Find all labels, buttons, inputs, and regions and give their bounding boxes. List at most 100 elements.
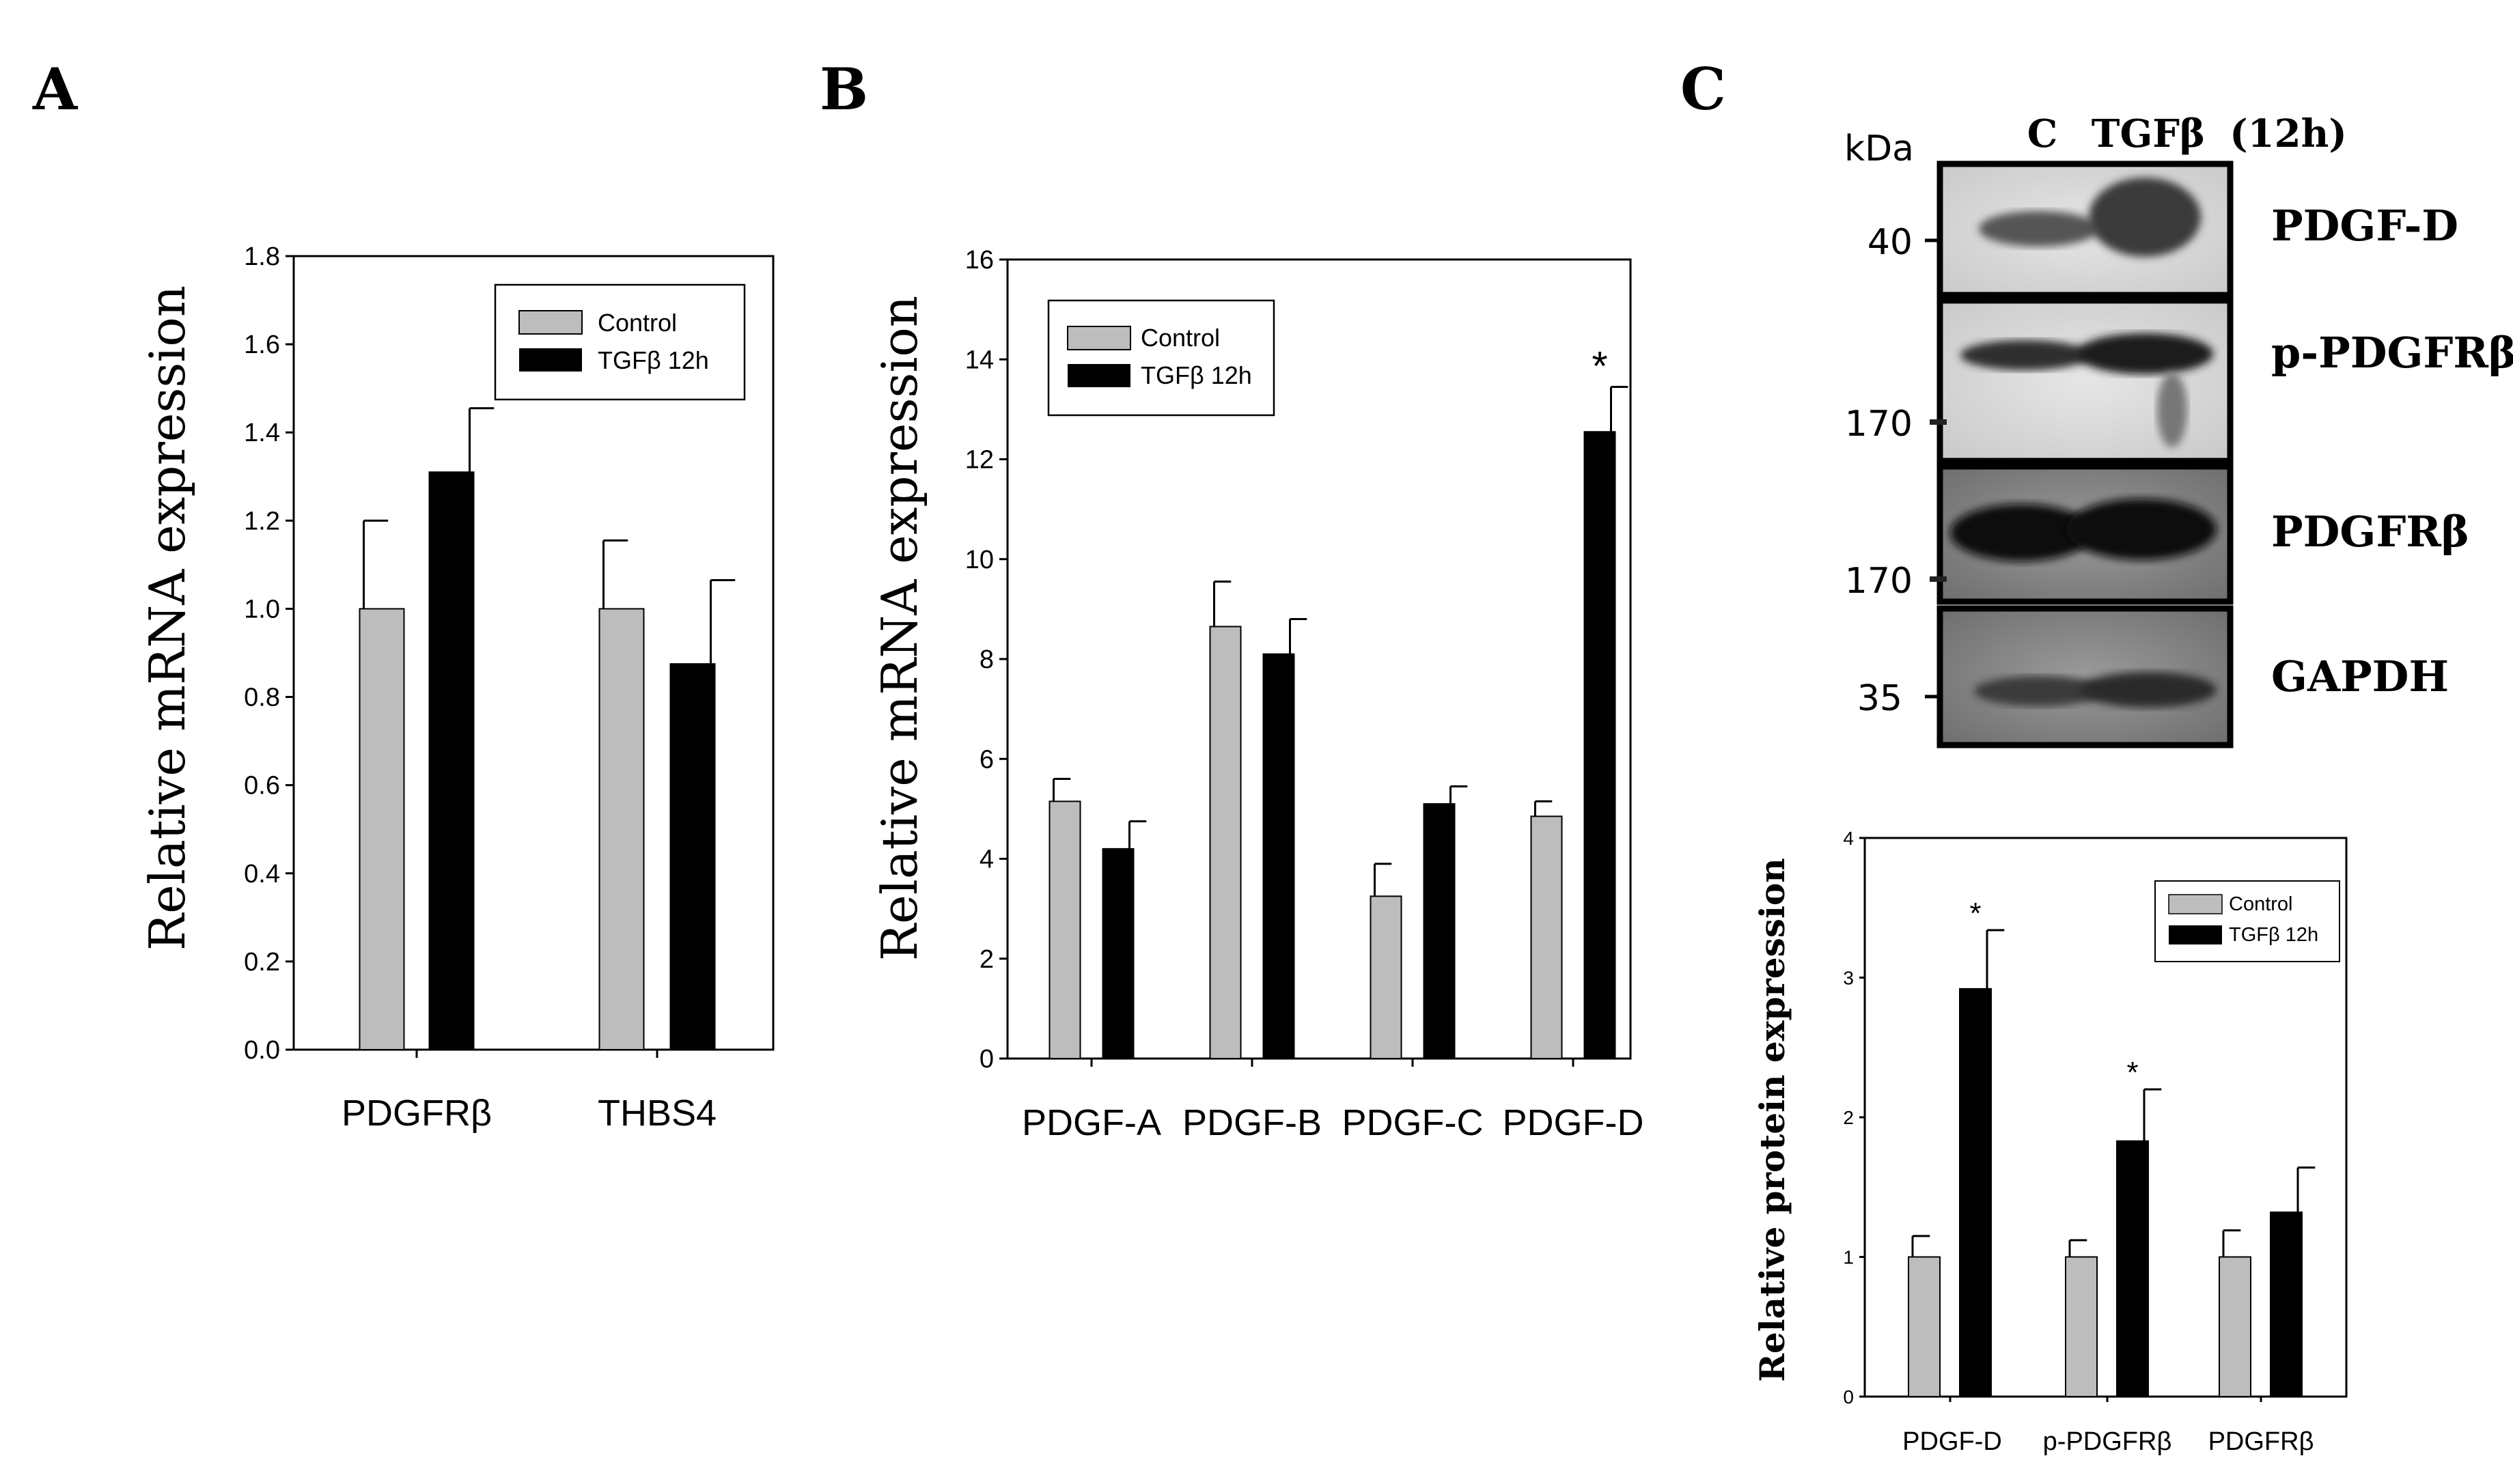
error-bar xyxy=(363,519,389,609)
bar-control xyxy=(1530,815,1563,1059)
bar-control xyxy=(2219,1256,2251,1397)
chart-c-annotations: ** xyxy=(1969,897,2138,1089)
chart-b-error-bars xyxy=(1053,385,1628,897)
bar-treated xyxy=(1583,431,1616,1059)
legend-label-control: Control xyxy=(2229,893,2293,915)
y-tick-label: 0 xyxy=(980,1045,994,1074)
band-control xyxy=(1950,504,2094,561)
band-tgfb xyxy=(2080,672,2217,708)
legend-label-control: Control xyxy=(598,309,677,337)
chart-a-legend: Control TGFβ 12h xyxy=(494,283,746,401)
kda-label: kDa xyxy=(1844,128,1914,169)
error-bar xyxy=(1053,778,1071,802)
error-bar xyxy=(2222,1229,2241,1257)
blot-membrane xyxy=(1936,297,2234,464)
error-bar xyxy=(2296,1166,2316,1213)
error-bar xyxy=(1449,785,1468,804)
western-blot: kDa C TGFβ (12h) 40 PDGF-D 170 p-PDGFRβ xyxy=(1844,111,2513,748)
protein-gapdh: GAPDH xyxy=(2271,652,2449,701)
chart-c-legend: Control TGFβ 12h xyxy=(2154,880,2340,962)
bar-treated xyxy=(428,471,475,1050)
error-bar xyxy=(602,539,628,609)
bar-control xyxy=(1209,626,1242,1059)
band-tgfb xyxy=(2089,178,2201,257)
error-bar xyxy=(1986,929,2005,989)
bar-treated xyxy=(1423,803,1456,1059)
lane-label-control: C xyxy=(2027,111,2058,156)
significance-star: * xyxy=(2126,1056,2138,1089)
error-bar xyxy=(710,578,736,664)
bar-control xyxy=(359,608,405,1050)
chart-a-x-labels: PDGFRβ THBS4 xyxy=(342,1093,717,1134)
legend-label-treated: TGFβ 12h xyxy=(1141,361,1252,389)
y-tick-label: 10 xyxy=(965,546,994,574)
chart-b-legend: Control TGFβ 12h xyxy=(1047,299,1275,417)
y-tick-label: 0.0 xyxy=(244,1036,280,1065)
x-label-p-pdgfrb: p-PDGFRβ xyxy=(2043,1427,2172,1456)
chart-a: Relative mRNA expression 0.0 0.2 0.4 0.6 0.8… xyxy=(139,242,775,1134)
chart-b-bars xyxy=(1049,431,1616,1059)
x-label-pdgf-a: PDGF-A xyxy=(1022,1102,1161,1143)
y-tick-label: 1.0 xyxy=(244,595,280,624)
blot-membrane xyxy=(1936,605,2234,748)
error-bar xyxy=(2068,1239,2087,1257)
y-tick-label: 0.4 xyxy=(244,860,280,888)
chart-b-y-ticks: 0 2 4 6 8 10 12 14 16 xyxy=(965,246,1574,1074)
band-control xyxy=(1979,211,2099,247)
x-label-pdgf-c: PDGF-C xyxy=(1342,1102,1484,1143)
band-tgfb xyxy=(2077,333,2213,374)
y-tick-label: 1.4 xyxy=(244,419,280,447)
panel-label-b: B xyxy=(820,55,868,123)
y-tick-label: 12 xyxy=(965,446,994,475)
marker-pdgf-d: 40 xyxy=(1868,222,1913,263)
legend-box xyxy=(494,283,746,401)
chart-a-y-ticks: 0.0 0.2 0.4 0.6 0.8 1.0 1.2 1.4 1.6 1.8 xyxy=(244,242,658,1065)
chart-b-annotations: * xyxy=(1592,343,1607,389)
chart-b-ylabel: Relative mRNA expression xyxy=(871,296,928,961)
chart-c-y-ticks: 0 1 2 3 4 xyxy=(1843,828,2262,1408)
chart-c-ylabel: Relative protein expression xyxy=(1752,858,1792,1382)
chart-a-frame xyxy=(292,255,775,1051)
blot-row-pdgf-d: 40 PDGF-D xyxy=(1868,160,2458,298)
y-tick-label: 0 xyxy=(1843,1386,1854,1408)
y-tick-label: 1.6 xyxy=(244,331,280,359)
legend-swatch-control xyxy=(518,310,583,335)
chart-c-error-bars xyxy=(1911,929,2316,1257)
protein-pdgf-d: PDGF-D xyxy=(2271,201,2458,251)
panel-label-c: C xyxy=(1680,55,1726,123)
x-label-thbs4: THBS4 xyxy=(598,1093,717,1134)
bar-control xyxy=(2065,1256,2098,1397)
band-tgfb xyxy=(2066,499,2217,560)
y-tick-label: 2 xyxy=(1843,1107,1854,1128)
protein-pdgfrb: PDGFRβ xyxy=(2271,507,2469,557)
bar-control xyxy=(598,608,645,1050)
marker-p-pdgfrb: 170 xyxy=(1845,404,1913,445)
error-bar xyxy=(1213,580,1232,627)
bar-treated xyxy=(1102,848,1135,1059)
legend-swatch-treated xyxy=(1068,364,1130,387)
bar-control xyxy=(1370,895,1402,1059)
y-tick-label: 1.2 xyxy=(244,507,280,535)
legend-swatch-treated xyxy=(2169,925,2222,944)
y-tick-label: 16 xyxy=(965,246,994,275)
chart-b-x-labels: PDGF-A PDGF-B PDGF-C PDGF-D xyxy=(1022,1102,1644,1143)
error-bar xyxy=(1610,385,1628,432)
error-bar xyxy=(1911,1235,1930,1257)
y-tick-label: 4 xyxy=(980,845,994,874)
y-tick-label: 8 xyxy=(980,645,994,674)
smear xyxy=(2157,372,2187,447)
legend-swatch-treated xyxy=(519,348,582,372)
protein-p-pdgfrb: p-PDGFRβ xyxy=(2271,328,2513,378)
bar-treated xyxy=(2116,1140,2149,1397)
legend-label-control: Control xyxy=(1141,324,1220,352)
x-label-pdgf-b: PDGF-B xyxy=(1182,1102,1322,1143)
panel-label-a: A xyxy=(32,55,79,123)
error-bar xyxy=(1289,618,1307,654)
x-label-pdgf-d: PDGF-D xyxy=(1503,1102,1644,1143)
marker-pdgfrb: 170 xyxy=(1845,561,1913,602)
x-label-pdgfrb: PDGFRβ xyxy=(2208,1427,2314,1456)
y-tick-label: 0.6 xyxy=(244,772,280,800)
bar-treated xyxy=(2270,1212,2303,1398)
chart-a-ylabel: Relative mRNA expression xyxy=(139,285,196,951)
